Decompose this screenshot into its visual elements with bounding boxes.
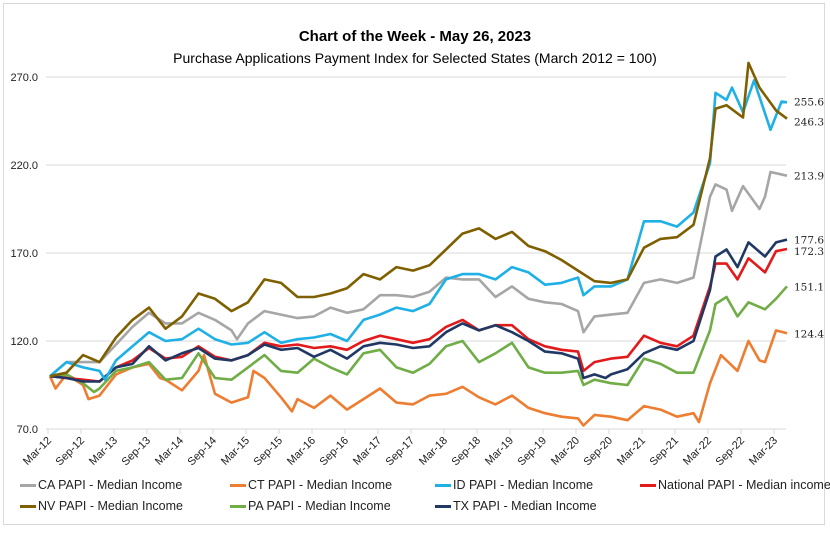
x-tick-label: Mar-13 <box>87 435 120 468</box>
legend-item: ID PAPI - Median Income <box>435 478 593 492</box>
x-tick-label: Sep-12 <box>54 435 88 469</box>
series-line-national <box>49 247 788 383</box>
legend-label: National PAPI - Median income <box>658 478 830 492</box>
x-tick-label: Mar-14 <box>153 435 186 468</box>
x-tick-label: Sep-20 <box>582 435 616 469</box>
x-tick-label: Sep-13 <box>120 435 154 469</box>
end-value-label: 255.6 <box>794 96 824 108</box>
x-tick-label: Mar-20 <box>549 435 582 468</box>
x-tick-label: Sep-17 <box>384 435 418 469</box>
series-line-id <box>49 79 788 382</box>
series-line-ca <box>49 170 788 378</box>
legend-swatch <box>640 483 656 487</box>
chart-frame <box>3 3 825 525</box>
x-tick-label: Sep-16 <box>318 435 352 469</box>
legend-label: NV PAPI - Median Income <box>38 499 183 513</box>
legend-item: TX PAPI - Median Income <box>435 499 597 513</box>
x-tick-label: Sep-22 <box>714 435 748 469</box>
series-lines <box>48 61 788 427</box>
x-tick-label: Mar-12 <box>21 435 54 468</box>
x-tick-label: Sep-19 <box>516 435 550 469</box>
chart-subtitle: Purchase Applications Payment Index for … <box>173 50 657 66</box>
end-value-label: 246.3 <box>794 117 824 129</box>
end-value-label: 124.4 <box>794 328 824 340</box>
legend-label: CA PAPI - Median Income <box>38 478 183 492</box>
y-tick-label: 70.0 <box>17 424 38 436</box>
x-tick-label: Mar-18 <box>417 435 450 468</box>
series-line-tx <box>49 238 788 383</box>
x-tick-label: Mar-17 <box>351 435 384 468</box>
legend-item: National PAPI - Median income <box>640 478 830 492</box>
x-tick-label: Sep-14 <box>186 435 220 469</box>
y-tick-label: 220.0 <box>10 160 38 172</box>
x-tick-label: Mar-19 <box>483 435 516 468</box>
legend-item: CT PAPI - Median Income <box>230 478 392 492</box>
x-tick-label: Sep-18 <box>450 435 484 469</box>
y-axis: 70.0 120.0 170.0 220.0 270.0 <box>10 72 38 436</box>
legend-label: CT PAPI - Median Income <box>248 478 393 492</box>
series-line-nv <box>49 61 788 378</box>
legend-swatch <box>230 483 246 487</box>
legend-label: TX PAPI - Median Income <box>453 499 597 513</box>
end-value-label: 172.3 <box>794 246 824 258</box>
x-tick-label: Mar-15 <box>219 435 252 468</box>
series-line-ct <box>48 329 788 427</box>
y-tick-label: 270.0 <box>10 72 38 84</box>
chart-title: Chart of the Week - May 26, 2023 <box>298 28 532 45</box>
legend-swatch <box>20 483 36 487</box>
series-line-pa <box>49 285 788 394</box>
legend-item: NV PAPI - Median Income <box>20 499 183 513</box>
end-value-label: 151.1 <box>794 281 824 293</box>
y-tick-label: 120.0 <box>10 336 38 348</box>
end-labels: 213.9 124.4 255.6 172.3 246.3 151.1 177.6 <box>794 96 824 340</box>
end-value-label: 213.9 <box>794 171 824 183</box>
legend-swatch <box>20 504 36 508</box>
x-tick-label: Sep-15 <box>252 435 286 469</box>
x-tick-label: Mar-23 <box>747 435 780 468</box>
legend-swatch <box>230 504 246 508</box>
x-axis: Mar-12 Sep-12 Mar-13 Sep-13 Mar-14 Sep-14 Mar-… <box>21 429 780 468</box>
legend-swatch <box>435 483 451 487</box>
legend-label: ID PAPI - Median Income <box>453 478 594 492</box>
y-tick-label: 170.0 <box>10 248 38 260</box>
x-tick-label: Mar-16 <box>285 435 318 468</box>
x-tick-label: Mar-22 <box>681 435 714 468</box>
legend-item: PA PAPI - Median Income <box>230 499 391 513</box>
end-value-label: 177.6 <box>794 235 824 247</box>
x-tick-label: Sep-21 <box>648 435 682 469</box>
legend-item: CA PAPI - Median Income <box>20 478 182 492</box>
x-tick-label: Mar-21 <box>615 435 648 468</box>
legend-swatch <box>435 504 451 508</box>
legend-label: PA PAPI - Median Income <box>248 499 391 513</box>
